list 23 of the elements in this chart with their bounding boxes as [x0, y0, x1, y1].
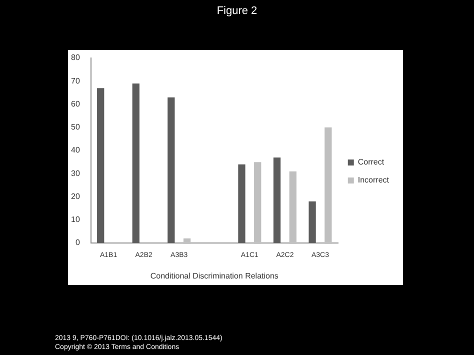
- y-tick-label: 50: [70, 122, 80, 132]
- bar: [289, 171, 296, 243]
- y-tick-label: 0: [75, 238, 80, 248]
- y-tick-label: 10: [70, 215, 80, 224]
- y-tick-label: 80: [70, 53, 80, 62]
- legend-label: Correct: [358, 158, 385, 167]
- bar: [324, 127, 332, 243]
- bar: [97, 88, 104, 243]
- bar: [183, 238, 191, 243]
- chart-title: Figure 2: [216, 5, 258, 17]
- y-tick-label: 70: [70, 76, 80, 86]
- y-tick-label: 30: [70, 168, 80, 178]
- bar: [132, 83, 140, 243]
- bar: [168, 97, 175, 243]
- bar: [238, 164, 246, 243]
- bar: [273, 157, 281, 243]
- legend-label: Incorrect: [358, 176, 390, 185]
- bar: [254, 162, 262, 243]
- x-axis-title: Conditional Discrimination Relations: [150, 271, 278, 280]
- y-tick-label: 60: [70, 99, 80, 108]
- bar: [308, 201, 316, 243]
- y-tick-label: 40: [70, 146, 80, 155]
- y-tick-label: 20: [70, 192, 80, 201]
